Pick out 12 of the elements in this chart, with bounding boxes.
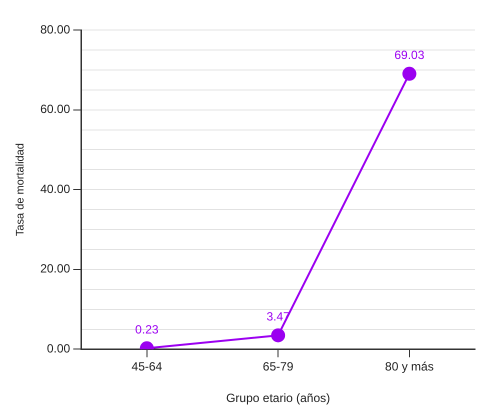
data-label: 0.23	[135, 322, 159, 337]
x-tick-label: 65-79	[262, 360, 294, 374]
y-axis-title: Tasa de mortalidad	[14, 143, 27, 236]
data-label: 69.03	[394, 48, 425, 62]
y-tick-label: 0.00	[46, 342, 71, 356]
y-tick-label: 80.00	[40, 22, 71, 36]
y-tick-label: 20.00	[40, 262, 71, 276]
x-tick-label: 80 y más	[385, 360, 434, 374]
y-tick-label: 40.00	[40, 182, 71, 196]
y-tick-label: 60.00	[40, 102, 71, 116]
x-tick-label: 45-64	[132, 360, 163, 374]
x-axis-title: Grupo etario (años)	[226, 391, 330, 406]
